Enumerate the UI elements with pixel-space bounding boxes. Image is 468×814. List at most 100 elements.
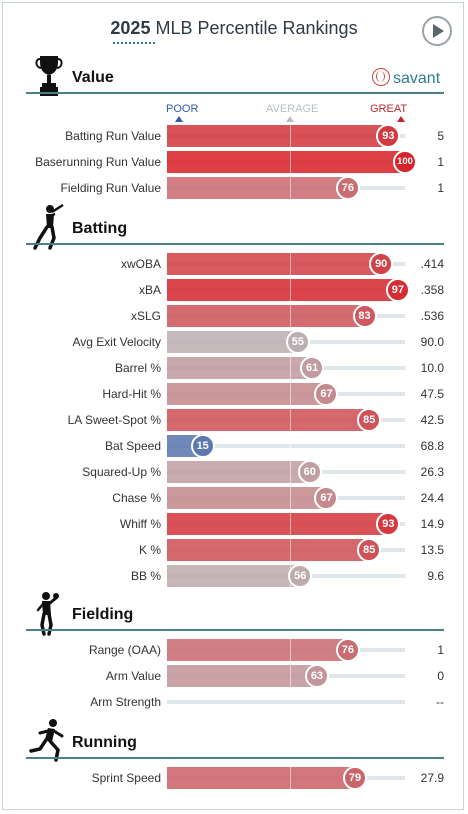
percentile-badge: 85 (357, 408, 382, 432)
metric-label: Whiff % (119, 517, 161, 531)
metric-value: 1 (437, 181, 444, 195)
metric-value: .358 (420, 283, 444, 297)
metric-row[interactable]: K % 85 13.5 (0, 538, 468, 562)
metric-label: Range (OAA) (88, 643, 161, 657)
average-line (290, 253, 291, 275)
percentile-bar (167, 461, 310, 483)
metric-row[interactable]: Baserunning Run Value 100 1 (0, 150, 468, 174)
metric-label: K % (138, 543, 161, 557)
percentile-badge: 79 (343, 766, 368, 790)
metric-label: Avg Exit Velocity (72, 335, 162, 349)
metric-row[interactable]: LA Sweet-Spot % 85 42.5 (0, 408, 468, 432)
scale-great-marker (397, 116, 405, 122)
metric-row[interactable]: Whiff % 93 14.9 (0, 512, 468, 536)
metric-label: xBA (138, 283, 161, 297)
metric-value: -- (436, 695, 444, 709)
metric-value: 0 (437, 669, 444, 683)
metric-value: 9.6 (427, 569, 444, 583)
metric-value: 26.3 (420, 465, 444, 479)
percentile-badge: 60 (297, 460, 322, 484)
metric-row[interactable]: Avg Exit Velocity 55 90.0 (0, 330, 468, 354)
metric-row[interactable]: xSLG 83 .536 (0, 304, 468, 328)
section-divider-batting (26, 243, 444, 245)
average-line (290, 357, 291, 379)
metric-value: 68.8 (420, 439, 444, 453)
percentile-bar (167, 357, 313, 379)
section-divider-value (26, 92, 444, 94)
baseball-icon (372, 68, 390, 86)
metric-row[interactable]: Batting Run Value 93 5 (0, 124, 468, 148)
average-line (290, 409, 291, 431)
average-line (290, 383, 291, 405)
metric-label: Barrel % (114, 361, 161, 375)
percentile-bar (167, 253, 382, 275)
section-title-fielding: Fielding (72, 606, 134, 623)
percentile-badge: 55 (285, 330, 310, 354)
average-line (290, 639, 291, 661)
metric-row[interactable]: BB % 56 9.6 (0, 564, 468, 588)
page-title: 2025 MLB Percentile Rankings (0, 18, 468, 39)
section-title-batting: Batting (72, 220, 128, 237)
average-line (290, 151, 291, 173)
metric-label: Hard-Hit % (102, 387, 161, 401)
runner-icon (28, 718, 68, 767)
percentile-bar (167, 565, 301, 587)
average-line (290, 461, 291, 483)
percentile-badge: 97 (385, 278, 410, 302)
percentile-badge: 67 (314, 486, 339, 510)
scale-poor-marker (175, 116, 183, 122)
metric-row[interactable]: xBA 97 .358 (0, 278, 468, 302)
percentile-bar (167, 539, 370, 561)
metric-value: 47.5 (420, 387, 444, 401)
metric-row[interactable]: xwOBA 90 .414 (0, 252, 468, 276)
title-year: 2025 (110, 18, 151, 38)
metric-row[interactable]: Chase % 67 24.4 (0, 486, 468, 510)
section-divider-fielding (26, 629, 444, 631)
title-text: MLB Percentile Rankings (155, 18, 358, 38)
metric-row[interactable]: Arm Value 63 0 (0, 664, 468, 688)
scale-poor: POOR (166, 103, 199, 115)
metric-label: Sprint Speed (91, 771, 161, 785)
percentile-bar (167, 639, 348, 661)
metric-row[interactable]: Sprint Speed 79 27.9 (0, 766, 468, 790)
percentile-badge: 76 (335, 176, 360, 200)
play-button[interactable] (422, 16, 452, 46)
title-underline (113, 42, 155, 44)
metric-value: 90.0 (420, 335, 444, 349)
average-line (290, 279, 291, 301)
metric-value: 1 (437, 643, 444, 657)
metric-label: Arm Strength (90, 695, 161, 709)
average-line (290, 539, 291, 561)
metric-label: LA Sweet-Spot % (67, 413, 161, 427)
average-line (290, 767, 291, 789)
metric-row[interactable]: Bat Speed 15 68.8 (0, 434, 468, 458)
metric-label: Fielding Run Value (60, 181, 161, 195)
metric-value: 24.4 (420, 491, 444, 505)
average-line (290, 487, 291, 509)
percentile-badge: 93 (376, 124, 401, 148)
percentile-badge: 93 (376, 512, 401, 536)
average-line (290, 125, 291, 147)
metric-row[interactable]: Range (OAA) 76 1 (0, 638, 468, 662)
metric-row[interactable]: Arm Strength -- (0, 691, 468, 713)
metric-label: Arm Value (105, 669, 161, 683)
metric-row[interactable]: Hard-Hit % 67 47.5 (0, 382, 468, 406)
rankings-card (2, 2, 464, 810)
percentile-bar (167, 151, 405, 173)
metric-label: Chase % (112, 491, 161, 505)
percentile-bar (167, 487, 327, 509)
average-line (290, 305, 291, 327)
average-line (290, 513, 291, 535)
section-divider-running (26, 757, 444, 759)
average-line (290, 435, 291, 457)
metric-value: 1 (437, 155, 444, 169)
percentile-bar (167, 513, 389, 535)
metric-label: xwOBA (120, 257, 161, 271)
metric-row[interactable]: Fielding Run Value 76 1 (0, 176, 468, 200)
metric-label: xSLG (130, 309, 161, 323)
metric-row[interactable]: Barrel % 61 10.0 (0, 356, 468, 380)
savant-link[interactable]: savant (372, 68, 440, 88)
percentile-track (167, 700, 405, 704)
metric-row[interactable]: Squared-Up % 60 26.3 (0, 460, 468, 484)
scale-average-marker (286, 116, 294, 122)
